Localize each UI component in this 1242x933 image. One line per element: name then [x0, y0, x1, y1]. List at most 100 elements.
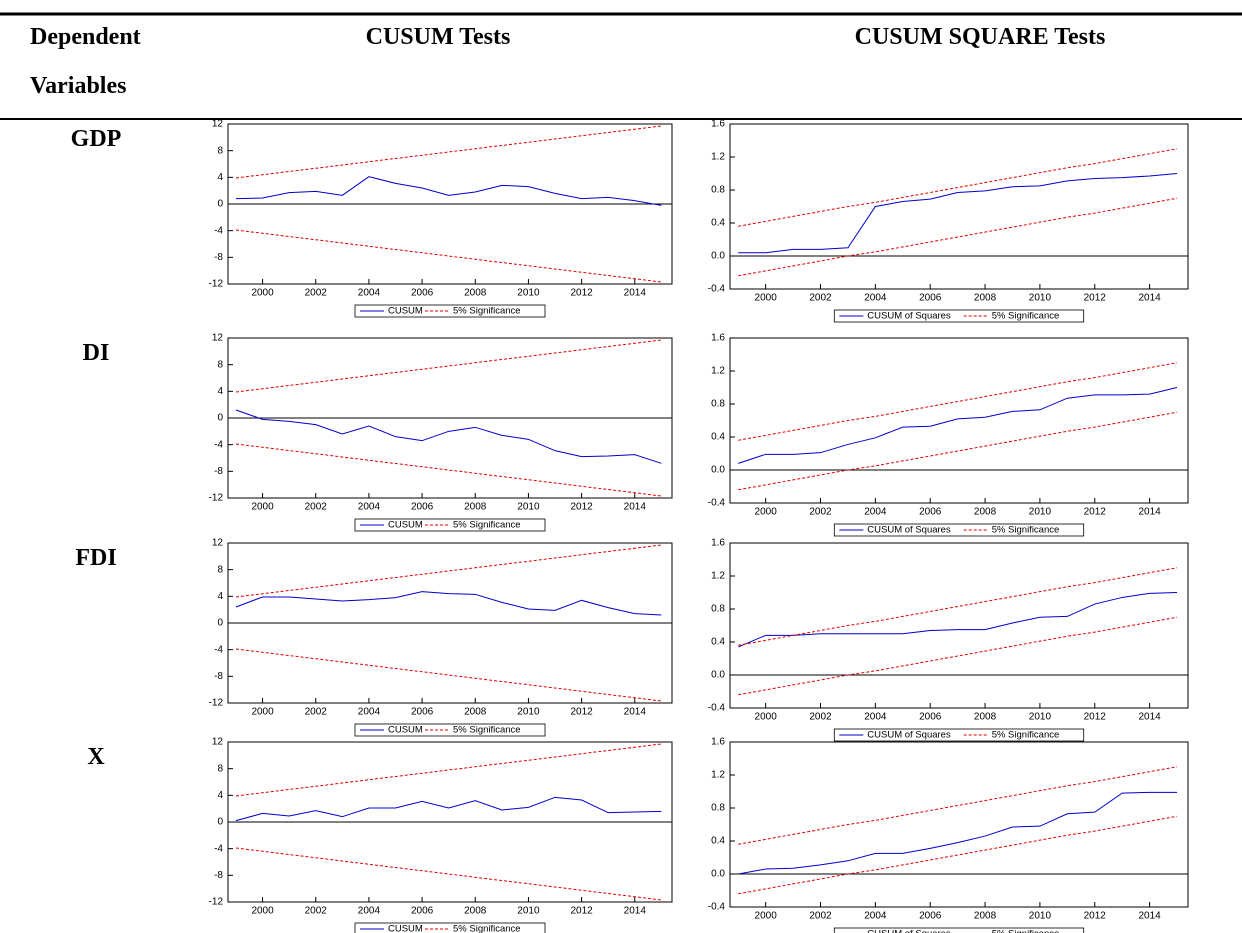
series-line: [738, 766, 1178, 845]
x-tick-label: 2008: [464, 502, 487, 513]
y-tick-label: 1.6: [711, 119, 725, 130]
x-tick-label: 2000: [251, 288, 274, 299]
series-line: [235, 847, 662, 901]
x-tick-label: 2002: [305, 288, 328, 299]
y-tick-label: 0: [217, 817, 223, 828]
x-tick-label: 2014: [1138, 507, 1161, 518]
legend-label: 5% Significance: [453, 924, 521, 933]
plot-frame: [729, 542, 1189, 709]
legend-box: [833, 728, 1085, 742]
legend-label: 5% Significance: [453, 725, 521, 736]
x-tick-label: 2004: [864, 911, 887, 922]
x-tick-label: 2006: [919, 507, 942, 518]
x-tick-label: 2004: [864, 293, 887, 304]
y-tick-label: 0.8: [711, 803, 725, 814]
x-tick-label: 2014: [1138, 911, 1161, 922]
series-line: [738, 815, 1178, 895]
y-tick-label: 4: [217, 386, 223, 397]
x-tick-label: 2012: [1084, 293, 1107, 304]
y-tick-label: -0.4: [708, 902, 726, 913]
x-tick-label: 2000: [755, 712, 778, 723]
x-tick-label: 2014: [1138, 712, 1161, 723]
y-tick-label: 0.4: [711, 637, 725, 648]
legend-box: [833, 927, 1085, 933]
y-tick-label: 0.8: [711, 399, 725, 410]
y-tick-label: 0: [217, 618, 223, 629]
x-tick-label: 2010: [517, 707, 540, 718]
y-tick-label: 0.8: [711, 604, 725, 615]
row-label: FDI: [75, 545, 116, 571]
legend-label: CUSUM: [388, 924, 423, 933]
y-tick-label: 0.4: [711, 836, 725, 847]
x-tick-label: 2004: [864, 712, 887, 723]
x-tick-label: 2000: [251, 707, 274, 718]
y-tick-label: -4: [214, 225, 223, 236]
x-tick-label: 2000: [251, 502, 274, 513]
series-line: [738, 592, 1178, 648]
x-tick-label: 2012: [570, 707, 593, 718]
x-tick-label: 2010: [1029, 293, 1052, 304]
y-tick-label: 12: [212, 737, 224, 748]
x-tick-label: 2002: [305, 906, 328, 917]
y-tick-label: 1.6: [711, 737, 725, 748]
x-tick-label: 2000: [251, 906, 274, 917]
x-tick-label: 2002: [305, 707, 328, 718]
y-tick-label: -8: [214, 870, 223, 881]
y-tick-label: -12: [209, 897, 224, 908]
y-tick-label: 12: [212, 333, 224, 344]
y-tick-label: 1.2: [711, 770, 725, 781]
series-line: [235, 339, 662, 393]
y-tick-label: 1.2: [711, 366, 725, 377]
y-tick-label: 12: [212, 119, 224, 130]
y-tick-label: 0: [217, 199, 223, 210]
y-tick-label: 0.0: [711, 251, 725, 262]
series-line: [738, 362, 1178, 441]
legend-box: [354, 723, 546, 737]
legend-label: CUSUM: [388, 306, 423, 317]
x-tick-label: 2012: [1084, 507, 1107, 518]
y-tick-label: 0.8: [711, 185, 725, 196]
plot-frame: [729, 337, 1189, 504]
x-tick-label: 2012: [1084, 712, 1107, 723]
x-tick-label: 2014: [624, 707, 647, 718]
series-line: [738, 411, 1178, 491]
series-line: [235, 229, 662, 283]
header: Variables: [30, 73, 126, 99]
y-tick-label: 0.4: [711, 432, 725, 443]
x-tick-label: 2012: [1084, 911, 1107, 922]
series-line: [235, 409, 662, 464]
y-tick-label: 0: [217, 413, 223, 424]
series-line: [738, 387, 1178, 464]
header: Dependent: [30, 24, 141, 50]
y-tick-label: 0.4: [711, 218, 725, 229]
y-tick-label: 8: [217, 763, 223, 774]
header: CUSUM SQUARE Tests: [855, 24, 1106, 50]
x-tick-label: 2008: [464, 288, 487, 299]
x-tick-label: 2004: [358, 906, 381, 917]
series-line: [235, 591, 662, 616]
x-tick-label: 2008: [974, 911, 997, 922]
series-line: [738, 791, 1178, 875]
header: CUSUM Tests: [366, 24, 511, 50]
x-tick-label: 2010: [1029, 712, 1052, 723]
y-tick-label: 8: [217, 564, 223, 575]
series-line: [738, 197, 1178, 277]
x-tick-label: 2006: [411, 707, 434, 718]
x-tick-label: 2008: [464, 906, 487, 917]
x-tick-label: 2004: [864, 507, 887, 518]
x-tick-label: 2012: [570, 502, 593, 513]
series-line: [738, 173, 1178, 254]
x-tick-label: 2014: [624, 288, 647, 299]
x-tick-label: 2004: [358, 502, 381, 513]
row-label: X: [87, 744, 105, 770]
series-line: [235, 648, 662, 702]
y-tick-label: 0.0: [711, 869, 725, 880]
x-tick-label: 2010: [517, 502, 540, 513]
series-line: [235, 796, 662, 822]
legend-label: CUSUM of Squares: [867, 525, 951, 536]
y-tick-label: 0.0: [711, 670, 725, 681]
row-label: DI: [83, 340, 110, 366]
x-tick-label: 2006: [919, 293, 942, 304]
x-tick-label: 2004: [358, 707, 381, 718]
